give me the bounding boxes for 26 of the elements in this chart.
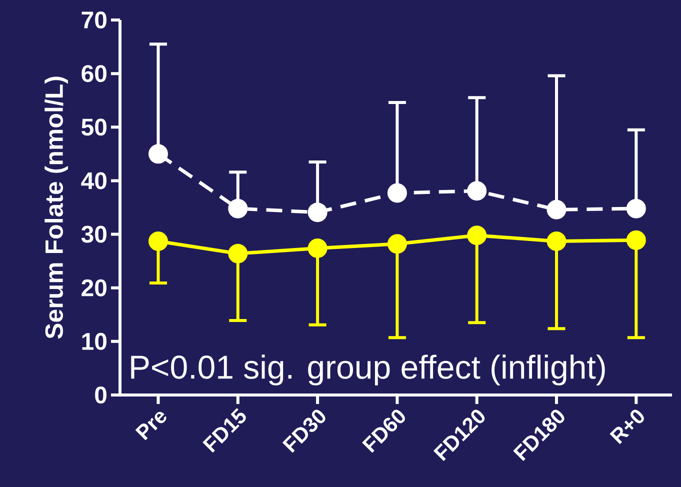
point	[308, 202, 328, 222]
y-axis-title: Serum Folate (nmol/L)	[44, 76, 68, 339]
y-tick-label: 20	[82, 279, 106, 296]
x-tick-label: Pre	[135, 412, 166, 440]
y-tick-label: 60	[82, 65, 106, 82]
point	[387, 183, 407, 203]
point	[467, 181, 487, 201]
y-tick-label: 70	[82, 11, 106, 28]
point	[228, 198, 248, 218]
y-tick-label: 10	[82, 332, 106, 350]
point	[546, 232, 566, 251]
point	[148, 232, 168, 251]
point	[626, 198, 646, 218]
point	[148, 144, 168, 164]
point	[546, 200, 566, 220]
y-tick-label: 40	[81, 172, 106, 190]
x-tick-label: R+0	[610, 410, 644, 444]
point	[228, 244, 248, 264]
annotation: P<0.01 sig. group effect (inflight)	[131, 354, 605, 386]
point	[626, 230, 646, 250]
point	[467, 226, 487, 246]
point	[308, 238, 328, 258]
point	[387, 234, 407, 254]
y-tick-label: 50	[82, 118, 106, 136]
y-tick-label: 30	[81, 226, 106, 243]
y-tick-label: 0	[95, 386, 106, 404]
